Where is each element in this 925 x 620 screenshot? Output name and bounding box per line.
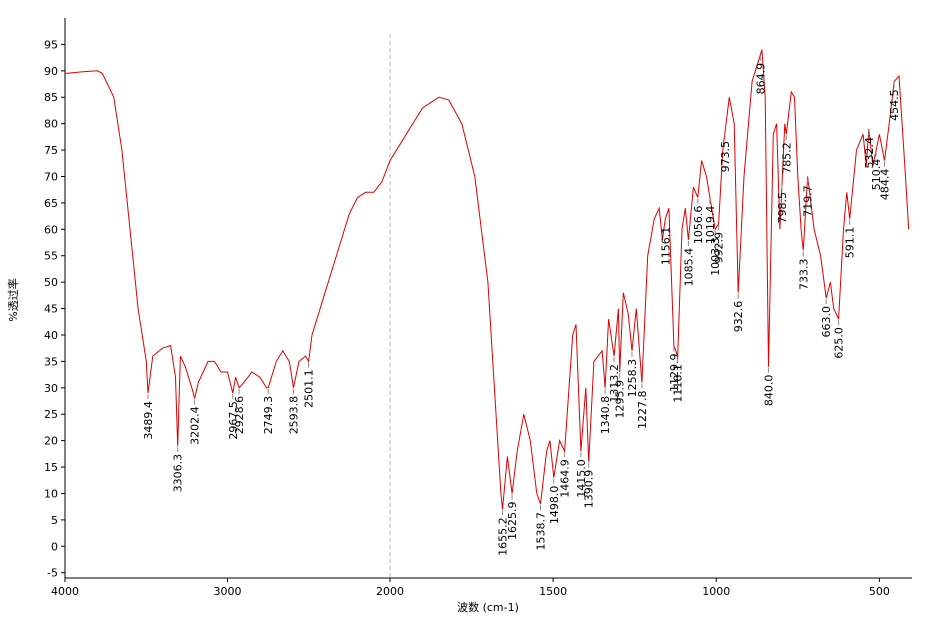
peak-label: 3489.4 <box>142 401 155 440</box>
y-tick-label: 50 <box>44 276 58 289</box>
y-tick-label: 70 <box>44 170 58 183</box>
peak-label: 2967.5 <box>227 401 240 440</box>
x-tick-label: 1500 <box>539 585 567 598</box>
y-tick-label: 90 <box>44 65 58 78</box>
x-tick-label: 1000 <box>702 585 730 598</box>
peak-label: 1295.9 <box>614 380 627 419</box>
y-tick-label: 0 <box>51 540 58 553</box>
y-tick-label: 30 <box>44 382 58 395</box>
peak-label: 1258.3 <box>626 359 639 398</box>
peak-label: 532.4 <box>863 137 876 169</box>
peak-label: 663.0 <box>820 306 833 338</box>
y-tick-label: -5 <box>47 567 58 580</box>
peak-label: 1118.1 <box>672 364 685 403</box>
y-tick-label: 5 <box>51 514 58 527</box>
x-tick-label: 500 <box>869 585 890 598</box>
peak-label: 1019.4 <box>704 206 717 245</box>
y-tick-label: 65 <box>44 197 58 210</box>
peak-label: 1415.0 <box>575 459 588 498</box>
y-tick-label: 40 <box>44 329 58 342</box>
peak-label: 1085.4 <box>682 248 695 286</box>
peak-label: 625.0 <box>833 327 846 359</box>
peak-label: 1003.3 <box>709 237 722 275</box>
peak-label: 1056.6 <box>692 206 705 245</box>
y-tick-label: 15 <box>44 461 58 474</box>
peak-label: 3306.3 <box>172 454 185 493</box>
y-tick-label: 35 <box>44 355 58 368</box>
y-tick-label: 55 <box>44 250 58 263</box>
peak-label: 510.4 <box>870 159 883 191</box>
peak-label: 932.6 <box>732 301 745 333</box>
peak-label: 973.5 <box>719 141 732 173</box>
y-tick-label: 10 <box>44 487 58 500</box>
peak-label: 2501.1 <box>303 369 316 408</box>
peak-label: 1390.9 <box>583 470 596 509</box>
y-tick-label: 85 <box>44 91 58 104</box>
y-axis-label: %透过率 <box>6 278 20 321</box>
peak-label: 3202.4 <box>189 406 202 445</box>
peak-label: 719.7 <box>802 185 815 217</box>
peak-label: 1340.8 <box>599 396 612 435</box>
y-tick-label: 25 <box>44 408 58 421</box>
peak-label: 1313.2 <box>608 364 621 403</box>
peak-label: 484.4 <box>878 169 891 201</box>
x-tick-label: 3000 <box>214 585 242 598</box>
peak-label: 992.9 <box>713 232 726 263</box>
peak-label: 864.9 <box>754 63 767 95</box>
peak-label: 454.5 <box>888 89 901 121</box>
peak-label: 2593.8 <box>288 396 301 435</box>
peak-label: 2749.3 <box>262 396 275 435</box>
peak-label: 1156.1 <box>659 227 672 265</box>
peak-label: 798.5 <box>776 192 789 224</box>
peak-label: 785.2 <box>780 142 793 174</box>
y-tick-label: 80 <box>44 118 58 131</box>
peak-label: 2928.6 <box>233 396 246 435</box>
peak-label: 1464.9 <box>559 459 572 498</box>
peak-label: 1227.8 <box>636 391 649 430</box>
peak-label: 1625.9 <box>506 501 519 539</box>
x-axis-label: 波数 (cm-1) <box>457 601 519 614</box>
x-tick-label: 4000 <box>51 585 79 598</box>
y-tick-label: 45 <box>44 303 58 316</box>
x-tick-label: 2000 <box>376 585 404 598</box>
y-tick-label: 20 <box>44 435 58 448</box>
spectrum-line <box>64 49 910 510</box>
peak-label: 1655.2 <box>496 517 509 556</box>
peak-label: 1538.7 <box>534 512 547 551</box>
y-tick-label: 75 <box>44 144 58 157</box>
peak-label: 840.0 <box>762 375 775 407</box>
peak-label: 591.1 <box>844 227 857 258</box>
peak-label: 1498.0 <box>548 486 561 525</box>
y-tick-label: 60 <box>44 223 58 236</box>
peak-label: 1129.9 <box>668 354 681 393</box>
y-tick-label: 95 <box>44 38 58 51</box>
peak-label: 733.3 <box>797 258 810 290</box>
